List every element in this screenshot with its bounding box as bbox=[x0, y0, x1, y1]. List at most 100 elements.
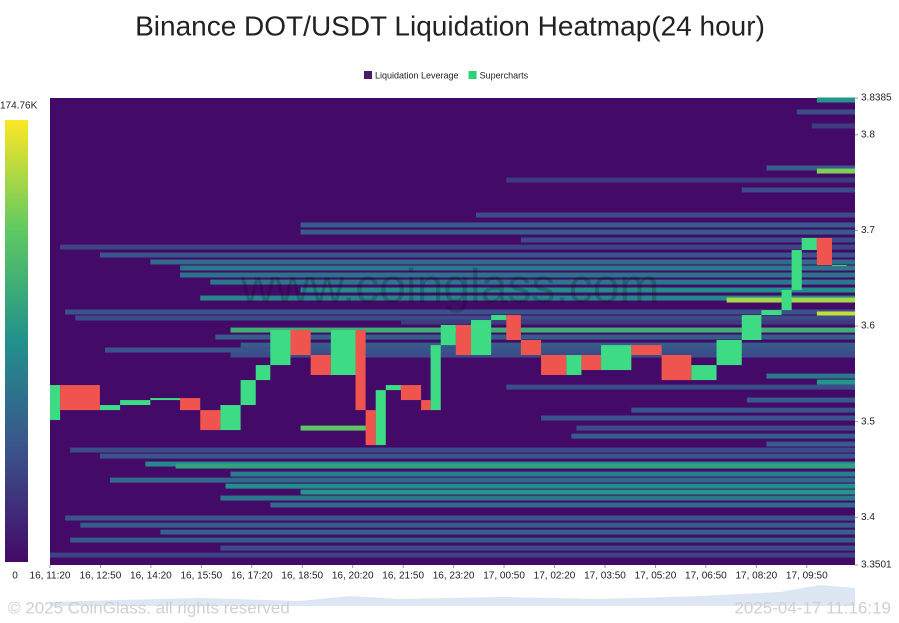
candle bbox=[400, 385, 422, 401]
colorbar-label: 174.76K bbox=[0, 101, 38, 112]
liquidation-band bbox=[99, 252, 855, 258]
candle bbox=[375, 390, 386, 446]
liquidation-band bbox=[300, 287, 855, 293]
candle bbox=[421, 400, 431, 411]
liquidation-band bbox=[65, 515, 855, 521]
watermark: www.coinglass.com bbox=[240, 261, 660, 314]
candle bbox=[120, 400, 151, 406]
liquidation-band bbox=[816, 168, 855, 174]
liquidation-band bbox=[150, 259, 855, 265]
liquidation-band bbox=[270, 502, 855, 508]
liquidation-band bbox=[180, 265, 855, 271]
x-tick-label: 17, 06:50 bbox=[685, 571, 727, 582]
colorbar-label: 0 bbox=[12, 571, 18, 582]
legend-swatch bbox=[468, 71, 477, 79]
candle bbox=[631, 345, 662, 356]
liquidation-band bbox=[180, 272, 855, 278]
liquidation-band bbox=[230, 327, 855, 333]
liquidation-band bbox=[225, 483, 856, 489]
liquidation-band bbox=[506, 177, 855, 183]
x-tick-label: 16, 12:50 bbox=[80, 571, 122, 582]
candle bbox=[290, 330, 311, 356]
x-tick-label: 16, 15:50 bbox=[180, 571, 222, 582]
legend-label: Liquidation Leverage bbox=[375, 70, 459, 80]
candle bbox=[255, 365, 271, 381]
liquidation-band bbox=[160, 529, 855, 535]
y-tick-label: 3.3501 bbox=[861, 560, 892, 571]
liquidation-band bbox=[70, 447, 856, 453]
legend-swatch bbox=[364, 71, 372, 79]
liquidation-band bbox=[215, 334, 855, 340]
candle bbox=[240, 380, 256, 406]
y-tick-label: 3.8 bbox=[861, 129, 875, 140]
y-tick-label: 3.6 bbox=[861, 321, 875, 332]
candle bbox=[581, 355, 602, 371]
y-tick-label: 3.8385 bbox=[861, 93, 892, 104]
x-tick-label: 16, 14:20 bbox=[130, 571, 172, 582]
liquidation-band bbox=[631, 407, 855, 413]
liquidation-band bbox=[766, 165, 855, 171]
liquidation-band bbox=[766, 441, 855, 447]
liquidation-band bbox=[816, 97, 855, 103]
liquidation-band bbox=[175, 463, 855, 469]
legend: Liquidation Leverage Supercharts bbox=[364, 70, 529, 80]
candle bbox=[310, 355, 331, 376]
candle bbox=[50, 385, 61, 421]
candle bbox=[365, 410, 376, 446]
x-tick-label: 17, 09:50 bbox=[786, 571, 828, 582]
candle bbox=[99, 405, 121, 411]
candle bbox=[491, 315, 507, 321]
x-tick-label: 16, 17:20 bbox=[231, 571, 273, 582]
liquidation-band bbox=[300, 489, 855, 495]
x-tick-label: 16, 23:20 bbox=[433, 571, 475, 582]
candle bbox=[541, 355, 567, 376]
chart-title: Binance DOT/USDT Liquidation Heatmap(24 … bbox=[135, 10, 765, 41]
candle bbox=[661, 355, 692, 381]
liquidation-band bbox=[220, 495, 855, 501]
liquidation-band bbox=[210, 279, 856, 285]
liquidation-band bbox=[50, 552, 855, 558]
liquidation-band bbox=[576, 425, 855, 431]
candle bbox=[200, 410, 221, 431]
liquidation-band bbox=[75, 315, 856, 321]
colorbar bbox=[5, 120, 28, 562]
candle bbox=[761, 310, 782, 316]
liquidation-band bbox=[80, 522, 855, 528]
x-tick-label: 17, 00:50 bbox=[483, 571, 525, 582]
candle bbox=[440, 324, 456, 346]
liquidation-band bbox=[811, 123, 855, 129]
candle bbox=[520, 340, 542, 356]
candle bbox=[832, 265, 847, 267]
liquidation-band bbox=[300, 425, 371, 431]
candle bbox=[601, 345, 632, 371]
candle bbox=[781, 290, 792, 311]
x-tick-label: 16, 18:50 bbox=[281, 571, 323, 582]
y-tick-label: 3.4 bbox=[861, 512, 875, 523]
candle bbox=[470, 320, 492, 356]
x-tick-label: 17, 08:20 bbox=[735, 571, 777, 582]
liquidation-band bbox=[816, 379, 855, 385]
liquidation-band bbox=[571, 433, 855, 439]
candle bbox=[180, 398, 201, 411]
candle bbox=[506, 315, 521, 341]
liquidation-band bbox=[741, 187, 855, 193]
footer-right: 2025-04-17 11:16:19 bbox=[734, 598, 891, 617]
candle bbox=[150, 398, 181, 401]
liquidation-band bbox=[65, 309, 855, 315]
candle bbox=[791, 250, 802, 291]
candle bbox=[716, 340, 742, 366]
candle bbox=[220, 405, 241, 431]
candle bbox=[430, 345, 441, 411]
candle bbox=[566, 355, 582, 376]
liquidation-band bbox=[541, 415, 855, 421]
liquidation-band bbox=[766, 373, 855, 379]
candle bbox=[801, 237, 817, 251]
liquidation-band bbox=[220, 545, 855, 551]
liquidation-band bbox=[816, 311, 855, 317]
legend-label: Supercharts bbox=[480, 70, 529, 80]
liquidation-band bbox=[109, 477, 855, 483]
y-tick-label: 3.7 bbox=[861, 225, 875, 236]
candle bbox=[330, 330, 356, 376]
candle bbox=[385, 385, 401, 391]
candle bbox=[60, 385, 100, 411]
